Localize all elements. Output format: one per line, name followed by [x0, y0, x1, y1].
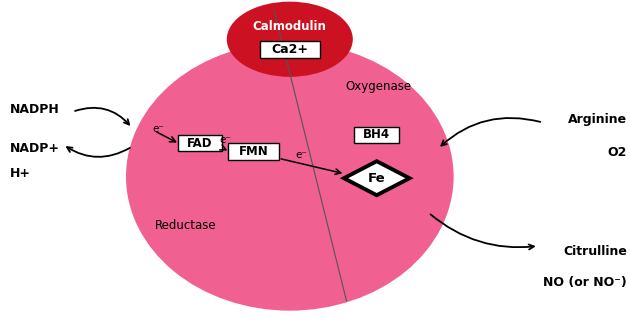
Text: H+: H+	[9, 167, 30, 180]
Text: NO (or NO⁻): NO (or NO⁻)	[543, 276, 627, 289]
FancyBboxPatch shape	[178, 135, 222, 151]
Text: e⁻: e⁻	[153, 124, 164, 133]
Text: NADP+: NADP+	[9, 142, 59, 155]
FancyBboxPatch shape	[354, 127, 399, 143]
Text: Calmodulin: Calmodulin	[253, 20, 327, 33]
Polygon shape	[344, 161, 410, 195]
Text: NADPH: NADPH	[9, 103, 59, 116]
Text: FMN: FMN	[238, 145, 268, 158]
FancyArrowPatch shape	[442, 118, 541, 146]
Text: e⁻: e⁻	[220, 135, 231, 145]
Text: Arginine: Arginine	[568, 113, 627, 126]
Text: O2: O2	[607, 146, 627, 159]
FancyArrowPatch shape	[67, 147, 130, 157]
Text: FAD: FAD	[187, 137, 212, 150]
Ellipse shape	[227, 2, 353, 77]
FancyBboxPatch shape	[260, 41, 320, 58]
Text: Citrulline: Citrulline	[563, 245, 627, 258]
Text: Reductase: Reductase	[155, 219, 217, 232]
FancyArrowPatch shape	[430, 214, 534, 250]
Text: Ca2+: Ca2+	[272, 43, 308, 56]
Text: BH4: BH4	[363, 128, 391, 141]
FancyArrowPatch shape	[75, 108, 129, 125]
FancyBboxPatch shape	[228, 143, 279, 160]
Ellipse shape	[126, 43, 454, 311]
Text: Fe: Fe	[368, 172, 386, 185]
Text: Oxygenase: Oxygenase	[345, 80, 411, 93]
Text: e⁻: e⁻	[295, 150, 307, 160]
